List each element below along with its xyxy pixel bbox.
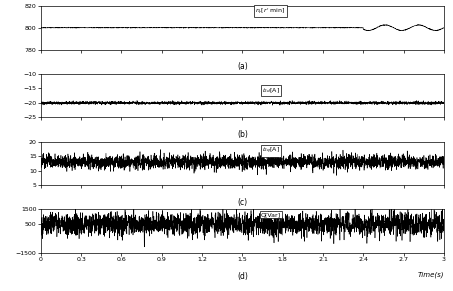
Text: (d): (d) xyxy=(237,272,248,281)
Text: (b): (b) xyxy=(237,130,248,139)
Text: $i_{2q}$[A]: $i_{2q}$[A] xyxy=(261,146,280,156)
Text: $n_r$[$r'$ min]: $n_r$[$r'$ min] xyxy=(255,6,286,16)
Text: (a): (a) xyxy=(237,62,248,71)
Text: $i_{2d}$[A]: $i_{2d}$[A] xyxy=(261,86,280,95)
Text: Q[Var]: Q[Var] xyxy=(260,212,281,217)
Text: (c): (c) xyxy=(237,198,247,207)
Text: Time(s): Time(s) xyxy=(418,272,444,278)
